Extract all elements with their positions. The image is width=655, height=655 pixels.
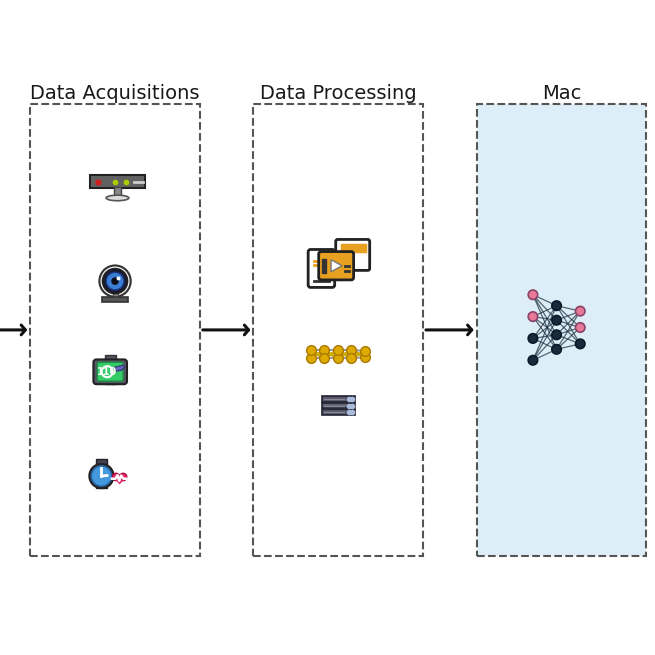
- FancyBboxPatch shape: [319, 252, 354, 280]
- Bar: [322, 396, 355, 402]
- Circle shape: [576, 307, 585, 316]
- Circle shape: [100, 265, 131, 297]
- Bar: [96, 480, 107, 488]
- Circle shape: [576, 339, 585, 348]
- Polygon shape: [331, 260, 342, 272]
- Ellipse shape: [106, 195, 129, 200]
- Bar: [253, 104, 423, 555]
- Bar: [105, 355, 116, 363]
- Circle shape: [111, 277, 119, 285]
- Text: Data Acquisitions: Data Acquisitions: [30, 84, 200, 103]
- Bar: [96, 459, 107, 468]
- Bar: [477, 104, 646, 555]
- Bar: [105, 376, 116, 384]
- Bar: [322, 403, 355, 408]
- FancyBboxPatch shape: [308, 250, 335, 288]
- Circle shape: [92, 466, 111, 486]
- Circle shape: [552, 316, 561, 325]
- Text: Data Processing: Data Processing: [260, 84, 417, 103]
- Polygon shape: [113, 365, 125, 371]
- Circle shape: [552, 301, 561, 310]
- Circle shape: [89, 464, 113, 488]
- Circle shape: [552, 330, 561, 339]
- Circle shape: [528, 290, 538, 299]
- Circle shape: [576, 323, 585, 332]
- Circle shape: [552, 345, 561, 354]
- Circle shape: [113, 474, 120, 481]
- Bar: [90, 176, 145, 188]
- FancyBboxPatch shape: [97, 362, 123, 381]
- Circle shape: [119, 474, 127, 481]
- Circle shape: [528, 356, 538, 365]
- Bar: [102, 297, 128, 302]
- FancyBboxPatch shape: [94, 360, 127, 384]
- Text: 110: 110: [97, 367, 117, 377]
- Polygon shape: [113, 477, 126, 485]
- Circle shape: [528, 333, 538, 343]
- Bar: [322, 409, 355, 415]
- Bar: [115, 187, 121, 196]
- Circle shape: [528, 312, 538, 322]
- Circle shape: [102, 269, 128, 293]
- Text: Mac: Mac: [542, 84, 581, 103]
- Bar: [30, 104, 200, 555]
- Circle shape: [106, 272, 124, 290]
- FancyBboxPatch shape: [336, 240, 369, 271]
- Bar: [113, 286, 118, 298]
